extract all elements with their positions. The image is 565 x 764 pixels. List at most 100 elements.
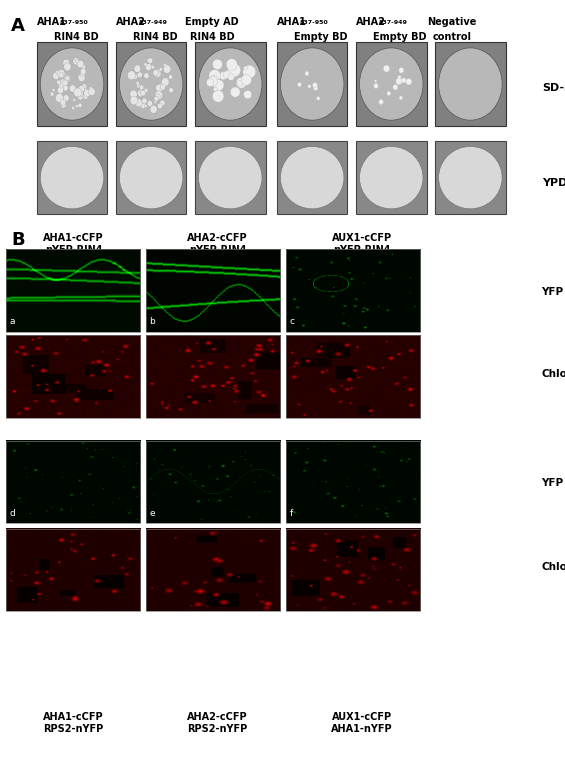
Text: 837-950: 837-950 bbox=[299, 20, 328, 25]
Text: AUX1-cCFP
AHA1-nYFP: AUX1-cCFP AHA1-nYFP bbox=[331, 712, 393, 734]
Ellipse shape bbox=[168, 75, 173, 79]
Ellipse shape bbox=[402, 78, 406, 83]
Ellipse shape bbox=[133, 74, 137, 79]
Ellipse shape bbox=[80, 70, 85, 76]
Bar bbox=[435, 141, 506, 214]
Ellipse shape bbox=[162, 78, 169, 86]
Ellipse shape bbox=[73, 57, 79, 65]
Text: Chlorophyll: Chlorophyll bbox=[541, 562, 565, 572]
Ellipse shape bbox=[223, 71, 231, 79]
Ellipse shape bbox=[59, 72, 64, 77]
Ellipse shape bbox=[69, 85, 76, 92]
Text: RIN4 BD: RIN4 BD bbox=[133, 32, 177, 42]
Ellipse shape bbox=[56, 80, 61, 85]
Ellipse shape bbox=[297, 83, 301, 87]
Bar bbox=[6, 335, 140, 418]
Text: RIN4 BD: RIN4 BD bbox=[190, 32, 234, 42]
Ellipse shape bbox=[406, 79, 412, 85]
Ellipse shape bbox=[163, 65, 171, 73]
Bar bbox=[286, 441, 420, 523]
Ellipse shape bbox=[159, 67, 163, 71]
Bar bbox=[6, 441, 140, 523]
Ellipse shape bbox=[64, 75, 71, 82]
Bar bbox=[146, 335, 280, 418]
Ellipse shape bbox=[137, 89, 144, 97]
Ellipse shape bbox=[305, 71, 309, 76]
Ellipse shape bbox=[399, 96, 403, 100]
Bar bbox=[356, 141, 427, 214]
Ellipse shape bbox=[163, 63, 167, 67]
Text: 837-949: 837-949 bbox=[138, 20, 167, 25]
Ellipse shape bbox=[130, 96, 138, 105]
Ellipse shape bbox=[155, 91, 163, 100]
Ellipse shape bbox=[158, 103, 162, 108]
Text: control: control bbox=[432, 32, 472, 42]
Bar bbox=[356, 42, 427, 126]
Ellipse shape bbox=[141, 92, 145, 96]
Ellipse shape bbox=[243, 65, 256, 79]
Ellipse shape bbox=[40, 48, 104, 120]
Text: e: e bbox=[149, 509, 155, 518]
Ellipse shape bbox=[280, 48, 344, 120]
Ellipse shape bbox=[66, 76, 69, 81]
Ellipse shape bbox=[280, 147, 344, 209]
Text: f: f bbox=[289, 509, 293, 518]
Ellipse shape bbox=[58, 70, 65, 78]
Bar bbox=[286, 529, 420, 611]
Ellipse shape bbox=[244, 90, 251, 99]
Ellipse shape bbox=[61, 102, 66, 108]
Ellipse shape bbox=[214, 87, 218, 91]
Ellipse shape bbox=[150, 105, 157, 113]
Ellipse shape bbox=[154, 101, 157, 104]
Ellipse shape bbox=[75, 59, 79, 63]
Ellipse shape bbox=[145, 63, 151, 70]
Text: AHA1: AHA1 bbox=[277, 17, 307, 27]
Ellipse shape bbox=[73, 99, 76, 102]
Ellipse shape bbox=[78, 103, 82, 108]
Ellipse shape bbox=[89, 86, 93, 91]
Ellipse shape bbox=[387, 91, 390, 96]
Text: AHA2: AHA2 bbox=[356, 17, 386, 27]
Bar bbox=[277, 141, 347, 214]
Ellipse shape bbox=[58, 87, 63, 94]
Ellipse shape bbox=[393, 85, 398, 90]
Ellipse shape bbox=[396, 78, 402, 85]
Ellipse shape bbox=[82, 84, 86, 89]
Bar bbox=[116, 42, 186, 126]
Ellipse shape bbox=[142, 98, 147, 104]
Bar bbox=[195, 42, 266, 126]
Bar bbox=[195, 141, 266, 214]
Ellipse shape bbox=[50, 92, 54, 96]
Ellipse shape bbox=[212, 60, 223, 70]
Ellipse shape bbox=[231, 87, 240, 97]
Ellipse shape bbox=[226, 59, 237, 70]
Bar bbox=[37, 42, 107, 126]
Text: B: B bbox=[11, 231, 25, 249]
Ellipse shape bbox=[130, 90, 137, 99]
Text: AHA2-cCFP
RPS2-nYFP: AHA2-cCFP RPS2-nYFP bbox=[187, 712, 248, 734]
Ellipse shape bbox=[60, 85, 65, 91]
Ellipse shape bbox=[208, 76, 218, 86]
Bar bbox=[146, 441, 280, 523]
Bar bbox=[286, 335, 420, 418]
Text: AHA1: AHA1 bbox=[37, 17, 67, 27]
Ellipse shape bbox=[141, 90, 146, 96]
Text: YFP: YFP bbox=[541, 478, 563, 488]
Ellipse shape bbox=[136, 83, 140, 87]
Ellipse shape bbox=[60, 99, 66, 105]
Text: AHA1-cCFP
RPS2-nYFP: AHA1-cCFP RPS2-nYFP bbox=[43, 712, 104, 734]
Ellipse shape bbox=[72, 106, 75, 110]
Ellipse shape bbox=[160, 84, 166, 90]
Ellipse shape bbox=[316, 96, 320, 100]
Ellipse shape bbox=[374, 83, 378, 89]
Ellipse shape bbox=[144, 63, 147, 66]
Ellipse shape bbox=[136, 81, 139, 85]
Ellipse shape bbox=[128, 71, 136, 80]
Text: Chlorophyll: Chlorophyll bbox=[541, 369, 565, 380]
Text: Empty BD: Empty BD bbox=[294, 32, 347, 42]
Text: a: a bbox=[9, 317, 15, 326]
Ellipse shape bbox=[135, 99, 142, 107]
Text: AHA2: AHA2 bbox=[116, 17, 146, 27]
Ellipse shape bbox=[52, 89, 55, 92]
Bar bbox=[116, 141, 186, 214]
